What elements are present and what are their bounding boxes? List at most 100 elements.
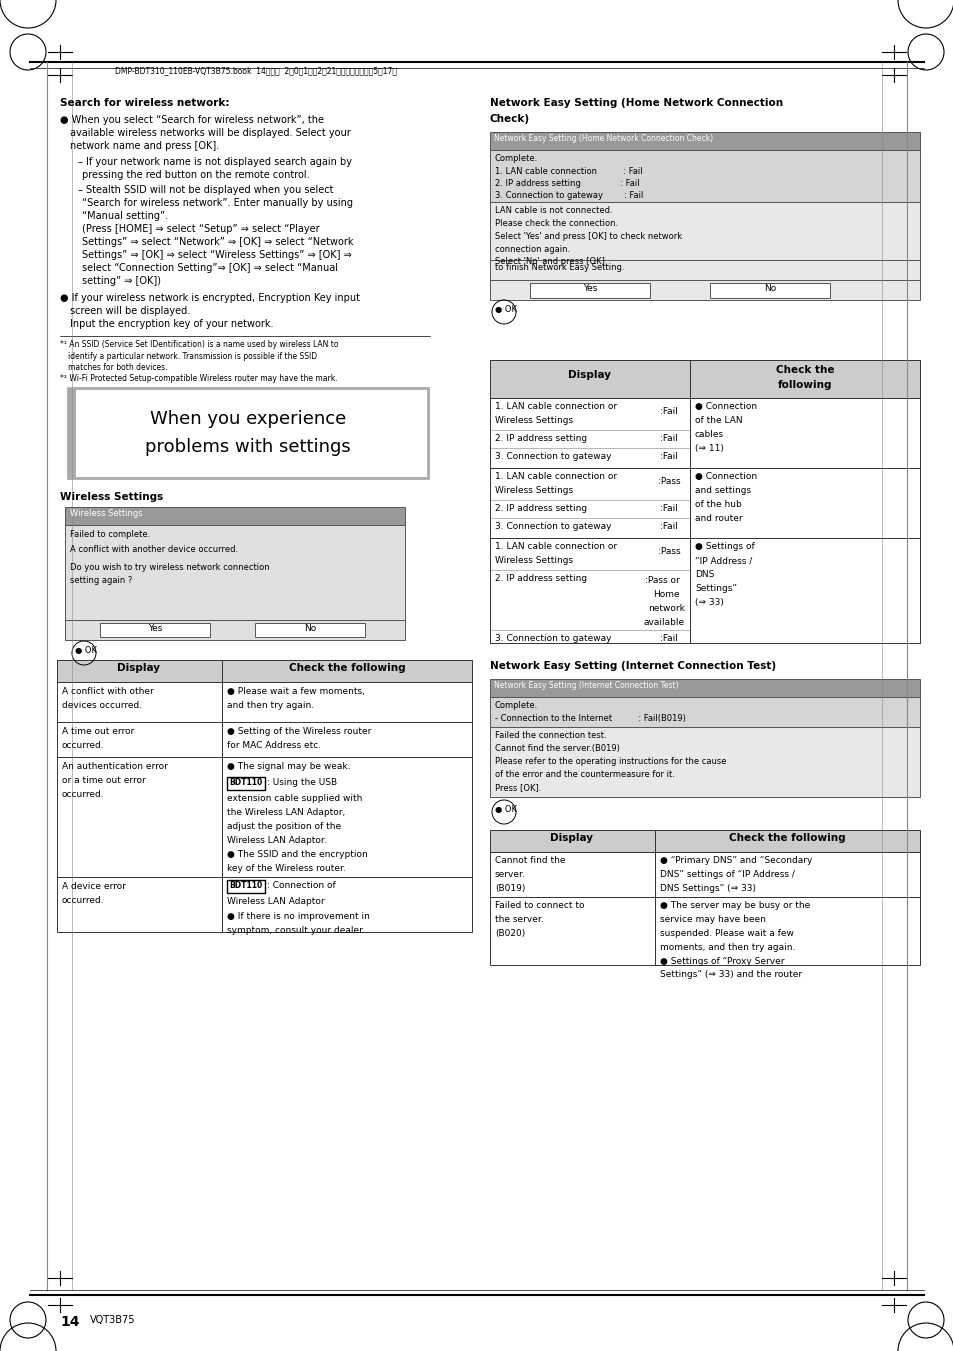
Text: Failed to connect to: Failed to connect to (495, 901, 584, 911)
Text: :Fail: :Fail (659, 407, 678, 416)
Text: Failed the connection test.: Failed the connection test. (495, 731, 606, 740)
Text: connection again.: connection again. (495, 245, 570, 254)
Text: BDT110: BDT110 (229, 881, 262, 890)
Text: occurred.: occurred. (62, 740, 105, 750)
Bar (490, 132, 919, 150)
Text: Select 'No' and press [OK]: Select 'No' and press [OK] (495, 257, 604, 266)
Text: Select 'Yes' and press [OK] to check network: Select 'Yes' and press [OK] to check net… (495, 232, 681, 240)
Text: Cannot find the server.(B019): Cannot find the server.(B019) (495, 744, 619, 753)
Bar (222, 682, 472, 721)
Text: identify a particular network. Transmission is possible if the SSID: identify a particular network. Transmiss… (68, 353, 316, 361)
Bar (689, 538, 919, 643)
Bar (689, 467, 919, 538)
Text: “Manual setting”.: “Manual setting”. (82, 211, 168, 222)
Text: Yes: Yes (148, 624, 162, 634)
Text: Complete.: Complete. (495, 701, 537, 711)
Text: DNS: DNS (695, 570, 714, 580)
Text: ● Settings of: ● Settings of (695, 542, 754, 551)
Text: Check): Check) (490, 113, 530, 124)
Text: 2. IP address setting               : Fail: 2. IP address setting : Fail (495, 178, 639, 188)
Text: Check the: Check the (775, 365, 833, 376)
Text: Please refer to the operating instructions for the cause: Please refer to the operating instructio… (495, 757, 726, 766)
Text: and then try again.: and then try again. (227, 701, 314, 711)
Bar (689, 359, 919, 399)
Text: ● OK: ● OK (495, 805, 517, 815)
Text: Network Easy Setting (Home Network Connection Check): Network Easy Setting (Home Network Conne… (494, 134, 713, 143)
Text: ● Connection: ● Connection (695, 471, 757, 481)
Text: devices occurred.: devices occurred. (62, 701, 142, 711)
Text: Wireless LAN Adaptor: Wireless LAN Adaptor (227, 897, 324, 907)
Bar (57, 661, 222, 682)
Text: 3. Connection to gateway: 3. Connection to gateway (495, 521, 611, 531)
Text: No: No (763, 284, 776, 293)
Text: A conflict with other: A conflict with other (62, 688, 153, 696)
Text: :Fail: :Fail (659, 504, 678, 513)
Bar (57, 721, 222, 757)
Text: (⇒ 33): (⇒ 33) (695, 598, 723, 607)
Text: Wireless LAN Adaptor.: Wireless LAN Adaptor. (227, 836, 326, 844)
Text: extension cable supplied with: extension cable supplied with (227, 794, 362, 802)
Text: (Press [HOME] ⇒ select “Setup” ⇒ select “Player: (Press [HOME] ⇒ select “Setup” ⇒ select … (82, 224, 319, 234)
Text: ● The SSID and the encryption: ● The SSID and the encryption (227, 850, 367, 859)
Text: Check the following: Check the following (289, 663, 405, 673)
Text: :Fail: :Fail (659, 453, 678, 461)
Text: “IP Address /: “IP Address / (695, 557, 752, 565)
Text: Settings” ⇒ select “Network” ⇒ [OK] ⇒ select “Network: Settings” ⇒ select “Network” ⇒ [OK] ⇒ se… (82, 236, 354, 247)
Text: Settings”: Settings” (695, 584, 737, 593)
Bar (490, 697, 919, 727)
Text: :Pass: :Pass (658, 477, 679, 486)
Bar (490, 680, 919, 697)
Text: ● The server may be busy or the: ● The server may be busy or the (659, 901, 809, 911)
Text: the server.: the server. (495, 915, 543, 924)
Text: VQT3B75: VQT3B75 (90, 1315, 135, 1325)
Text: occurred.: occurred. (62, 896, 105, 905)
Text: and settings: and settings (695, 486, 750, 494)
Text: available wireless networks will be displayed. Select your: available wireless networks will be disp… (70, 128, 351, 138)
Text: and router: and router (695, 513, 741, 523)
Text: to finish Network Easy Setting.: to finish Network Easy Setting. (495, 263, 624, 272)
Text: : Using the USB: : Using the USB (267, 778, 336, 788)
Text: Network Easy Setting (Internet Connection Test): Network Easy Setting (Internet Connectio… (494, 681, 678, 690)
Text: 3. Connection to gateway: 3. Connection to gateway (495, 634, 611, 643)
Text: Check the following: Check the following (728, 834, 844, 843)
Text: (B019): (B019) (495, 884, 525, 893)
Text: Wireless Settings: Wireless Settings (495, 416, 573, 426)
Bar (490, 203, 919, 259)
Text: Network Easy Setting (Internet Connection Test): Network Easy Setting (Internet Connectio… (490, 661, 776, 671)
Text: ● When you select “Search for wireless network”, the: ● When you select “Search for wireless n… (60, 115, 324, 126)
Text: Settings” ⇒ [OK] ⇒ select “Wireless Settings” ⇒ [OK] ⇒: Settings” ⇒ [OK] ⇒ select “Wireless Sett… (82, 250, 352, 259)
Text: 1. LAN cable connection or: 1. LAN cable connection or (495, 542, 617, 551)
Text: Search for wireless network:: Search for wireless network: (60, 99, 230, 108)
Text: 1. LAN cable connection or: 1. LAN cable connection or (495, 403, 617, 411)
Bar (490, 830, 655, 852)
Bar (689, 399, 919, 467)
Text: of the LAN: of the LAN (695, 416, 741, 426)
Bar (65, 620, 405, 640)
Bar (490, 280, 919, 300)
Text: Cannot find the: Cannot find the (495, 857, 565, 865)
Text: 2. IP address setting: 2. IP address setting (495, 574, 586, 584)
Text: – If your network name is not displayed search again by: – If your network name is not displayed … (78, 157, 352, 168)
Text: suspended. Please wait a few: suspended. Please wait a few (659, 929, 793, 938)
Text: “Search for wireless network”. Enter manually by using: “Search for wireless network”. Enter man… (82, 199, 353, 208)
Bar (65, 507, 405, 526)
Text: ● If your wireless network is encrypted, Encryption Key input: ● If your wireless network is encrypted,… (60, 293, 359, 303)
Text: Display: Display (550, 834, 593, 843)
Text: the Wireless LAN Adaptor,: the Wireless LAN Adaptor, (227, 808, 345, 817)
Text: for MAC Address etc.: for MAC Address etc. (227, 740, 321, 750)
Text: A conflict with another device occurred.: A conflict with another device occurred. (70, 544, 238, 554)
Text: of the hub: of the hub (695, 500, 741, 509)
Text: When you experience: When you experience (150, 409, 346, 428)
Bar (655, 852, 919, 897)
Text: or a time out error: or a time out error (62, 775, 146, 785)
Text: Network Easy Setting (Home Network Connection: Network Easy Setting (Home Network Conne… (490, 99, 782, 108)
Bar (490, 727, 919, 797)
Bar (222, 721, 472, 757)
Text: *¹ An SSID (Service Set IDentification) is a name used by wireless LAN to: *¹ An SSID (Service Set IDentification) … (60, 340, 338, 349)
Text: Wireless Settings: Wireless Settings (60, 492, 163, 503)
Text: pressing the red button on the remote control.: pressing the red button on the remote co… (82, 170, 310, 180)
Text: 1. LAN cable connection or: 1. LAN cable connection or (495, 471, 617, 481)
Text: 3. Connection to gateway: 3. Connection to gateway (495, 453, 611, 461)
Text: DNS Settings” (⇒ 33): DNS Settings” (⇒ 33) (659, 884, 755, 893)
Bar (490, 259, 919, 280)
